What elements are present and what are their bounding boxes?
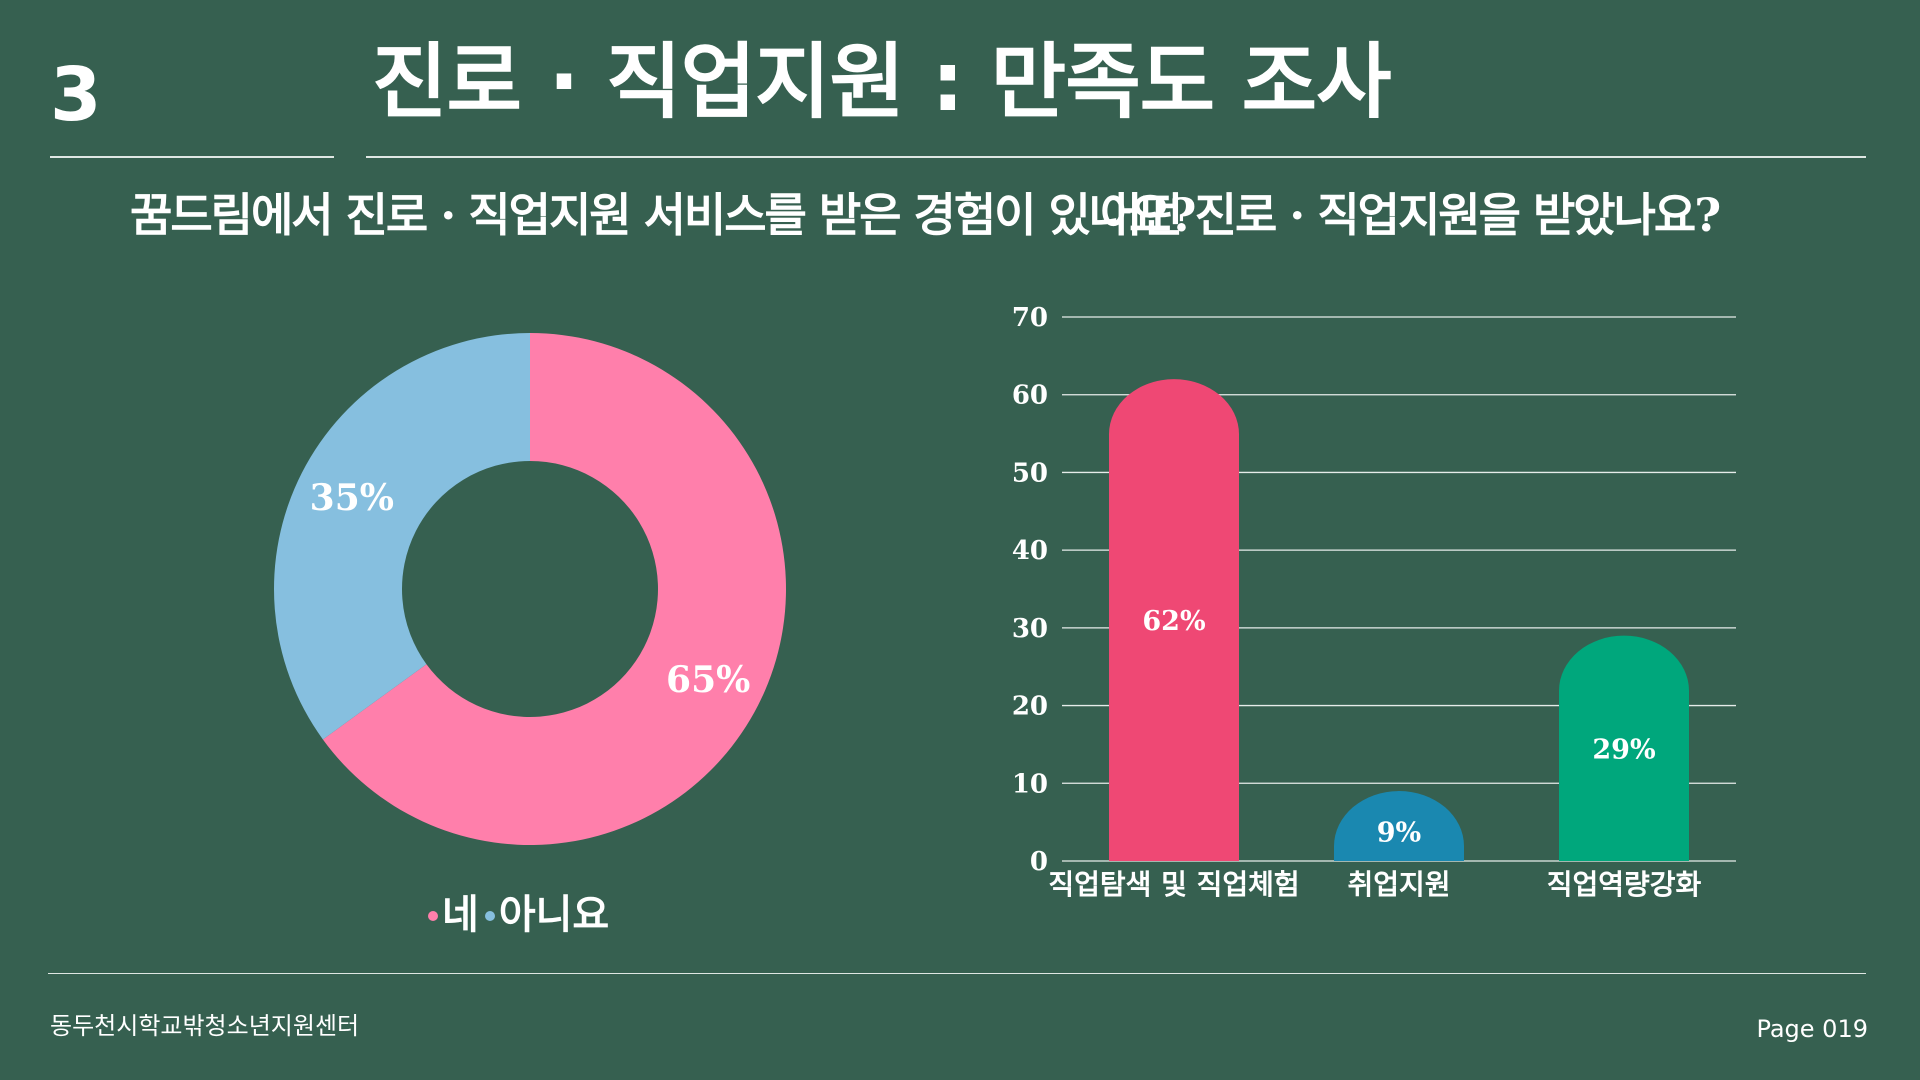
page-number: Page 019 [1756, 1015, 1868, 1043]
section-number: 3 [50, 52, 102, 138]
legend-item-no: 아니요 [484, 882, 610, 940]
y-tick-label-0: 0 [1030, 847, 1048, 877]
y-tick-label-10: 10 [1012, 769, 1048, 799]
pie-slice-1 [274, 333, 530, 740]
y-tick-label-50: 50 [1012, 458, 1048, 488]
y-tick-label-40: 40 [1012, 536, 1048, 566]
y-tick-label-20: 20 [1012, 692, 1048, 722]
pie-data-label-0: 65% [666, 659, 750, 701]
x-category-label-2: 직업역량강화 [1547, 868, 1702, 901]
page-title: 진로 · 직업지원 : 만족도 조사 [372, 35, 1392, 130]
bar-2 [1559, 635, 1689, 861]
legend-item-yes: 네 [428, 882, 479, 940]
header-divider-left [50, 156, 334, 158]
header-divider-right [366, 156, 1866, 158]
bar-1 [1334, 791, 1464, 861]
footer-divider [48, 973, 1866, 974]
y-tick-label-70: 70 [1012, 303, 1048, 333]
bar-data-label-1: 9% [1377, 818, 1421, 849]
footer-organization: 동두천시학교밖청소년지원센터 [50, 1012, 360, 1040]
x-category-label-1: 취업지원 [1347, 868, 1450, 901]
pie-data-label-1: 35% [310, 477, 394, 519]
pie-legend: 네 아니요 [428, 882, 609, 940]
legend-label-no: 아니요 [498, 892, 610, 938]
bar-0 [1109, 379, 1239, 861]
pie-slice-0 [322, 333, 786, 846]
legend-swatch-no [484, 911, 495, 921]
bar-data-label-0: 62% [1142, 606, 1205, 637]
bar-chart-title: 어떤 진로 · 직업지원을 받았나요? [1100, 188, 1721, 242]
y-tick-label-30: 30 [1012, 614, 1048, 644]
legend-label-yes: 네 [442, 892, 479, 938]
x-category-label-0: 직업탐색 및 직업체험 [1048, 868, 1299, 901]
y-tick-label-60: 60 [1012, 381, 1048, 411]
bar-data-label-2: 29% [1592, 734, 1655, 765]
legend-swatch-yes [428, 911, 438, 921]
